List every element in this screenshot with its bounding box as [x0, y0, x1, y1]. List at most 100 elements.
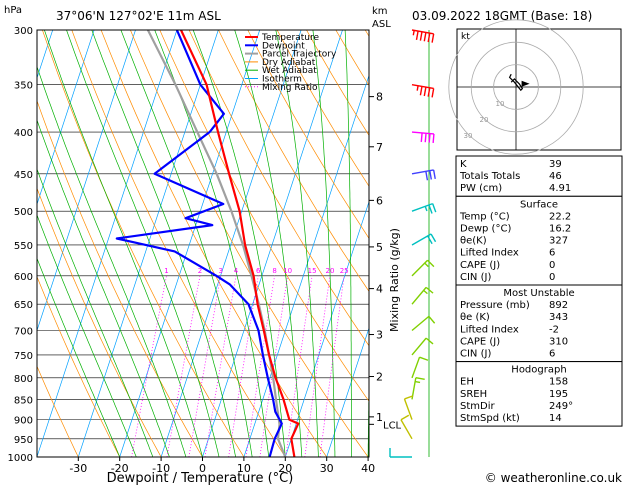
sounding-curves [115, 30, 300, 457]
table-row-label: θe (K) [460, 312, 490, 323]
table-row-value: 343 [549, 312, 568, 323]
isotherm-line [77, 30, 219, 457]
hodograph-ring-label: 30 [464, 132, 473, 140]
storm-motion-marker [521, 80, 530, 87]
pressure-tick-label: 650 [14, 300, 33, 311]
x-tick-label: -20 [111, 462, 129, 475]
indices-table-box [455, 155, 623, 197]
table-row-value: -2 [549, 324, 559, 335]
index-tables: K 39 Totals Totals 46 PW (cm) 4.91 Surface Temp… [455, 155, 623, 427]
table-row-label: StmDir [460, 401, 495, 412]
pressure-tick-label: 800 [14, 374, 33, 385]
wind-barb-flag [420, 132, 423, 142]
dry-adiabat-line [37, 365, 79, 457]
wet-adiabat-line [154, 30, 270, 457]
wind-barb-staff [411, 356, 421, 379]
table-row-label: StmSpd (kt) [460, 413, 520, 424]
mixing-ratio-line [166, 275, 201, 457]
table-row-value: 6 [549, 248, 555, 259]
wind-barb-flag [425, 171, 429, 181]
mixing-ratio-axis-title: Mixing Ratio (g/kg) [388, 228, 401, 332]
wind-barb-flag [432, 169, 436, 179]
hodograph-ring-label: 10 [496, 100, 505, 108]
wet-adiabat-line [120, 30, 253, 457]
isotherm-line [284, 200, 369, 457]
pressure-tick-label: 600 [14, 272, 33, 283]
wet-adiabat-line [37, 257, 121, 457]
dry-adiabat-line [188, 30, 369, 347]
km-tick-label: 2 [376, 371, 383, 384]
dry-adiabat-line [37, 275, 121, 457]
km-tick-label: 6 [376, 194, 383, 207]
wind-barb-flag [427, 235, 433, 245]
wet-adiabat-line [192, 30, 286, 457]
table-row-label: Dewp (°C) [460, 224, 511, 235]
hodograph-frame [456, 28, 622, 151]
pressure-tick-label: 700 [14, 327, 33, 338]
table-row-value: 46 [549, 171, 562, 182]
unstable-table-box [455, 284, 623, 363]
wind-barb-staff [411, 337, 427, 356]
table-row-value: 327 [549, 236, 568, 247]
wind-barb-flag [432, 203, 437, 213]
legend-label: Temperature [261, 33, 319, 43]
hodograph-trace [508, 73, 524, 92]
km-label: km [372, 6, 388, 17]
dry-adiabat-line [276, 30, 369, 187]
table-row-value: 39 [549, 159, 562, 170]
wind-barb-flag [431, 88, 435, 98]
wind-barb-flag [427, 259, 435, 268]
table-row-value: 158 [549, 377, 568, 388]
wind-barb-flag [424, 133, 427, 143]
wet-adiabat-line [312, 30, 336, 457]
km-tick-label: 7 [376, 141, 383, 154]
table-row-label: Temp (°C) [459, 211, 510, 222]
wind-barb-flag [427, 33, 431, 43]
mixing-ratio-label: 25 [340, 267, 349, 275]
table-row-value: 249° [549, 401, 573, 412]
pressure-tick-label: 950 [14, 435, 33, 446]
km-tick-label: 3 [376, 329, 383, 342]
dry-adiabat-line [130, 30, 369, 457]
hodograph: 10 20 30 kt [448, 19, 622, 155]
wind-barb-flag [428, 133, 431, 143]
dry-adiabat-line [37, 99, 203, 457]
axes: 3003504004505005506006507007508008509009… [8, 26, 402, 475]
wind-barb-flag [423, 86, 427, 97]
wind-barb-flag [425, 337, 434, 345]
lcl-label: LCL [383, 420, 402, 431]
table-row-value: 892 [549, 300, 568, 311]
hodograph-ring [448, 19, 584, 155]
x-tick-label: -30 [69, 462, 87, 475]
legend-label: Parcel Trajectory [262, 50, 337, 60]
pressure-tick-label: 1000 [8, 453, 33, 464]
dry-adiabat-line [37, 187, 162, 457]
wind-barb-staff [411, 286, 427, 305]
hpa-label: hPa [4, 5, 22, 16]
temperature-curve [180, 30, 300, 457]
dry-adiabat-line [159, 30, 369, 402]
isotherm-line [160, 30, 302, 457]
km-tick-label: 5 [376, 241, 383, 254]
table-row-value: 0 [549, 260, 555, 271]
wet-adiabat-line [91, 30, 236, 457]
mixing-ratio-line [204, 275, 237, 457]
wet-adiabat-line [66, 30, 220, 457]
table-row-label: EH [460, 377, 474, 388]
table-row-label: θe(K) [460, 236, 487, 247]
table-row-label: Lifted Index [460, 324, 519, 335]
dry-adiabat-line [247, 30, 369, 239]
datetime-label: 03.09.2022 18GMT (Base: 18) [412, 9, 592, 23]
x-tick-label: -10 [152, 462, 170, 475]
dry-adiabat-line [71, 30, 286, 457]
isotherm-line [37, 30, 178, 457]
table-row-value: 0 [549, 272, 555, 283]
wind-barb-staff [411, 233, 432, 246]
x-tick-label: 0 [199, 462, 206, 475]
wet-adiabat-line [234, 30, 303, 457]
surface-table-box [455, 195, 623, 286]
wind-barb-half-flag [412, 30, 415, 36]
table-row-value: 16.2 [549, 224, 571, 235]
dewpoint-curve [115, 30, 283, 457]
